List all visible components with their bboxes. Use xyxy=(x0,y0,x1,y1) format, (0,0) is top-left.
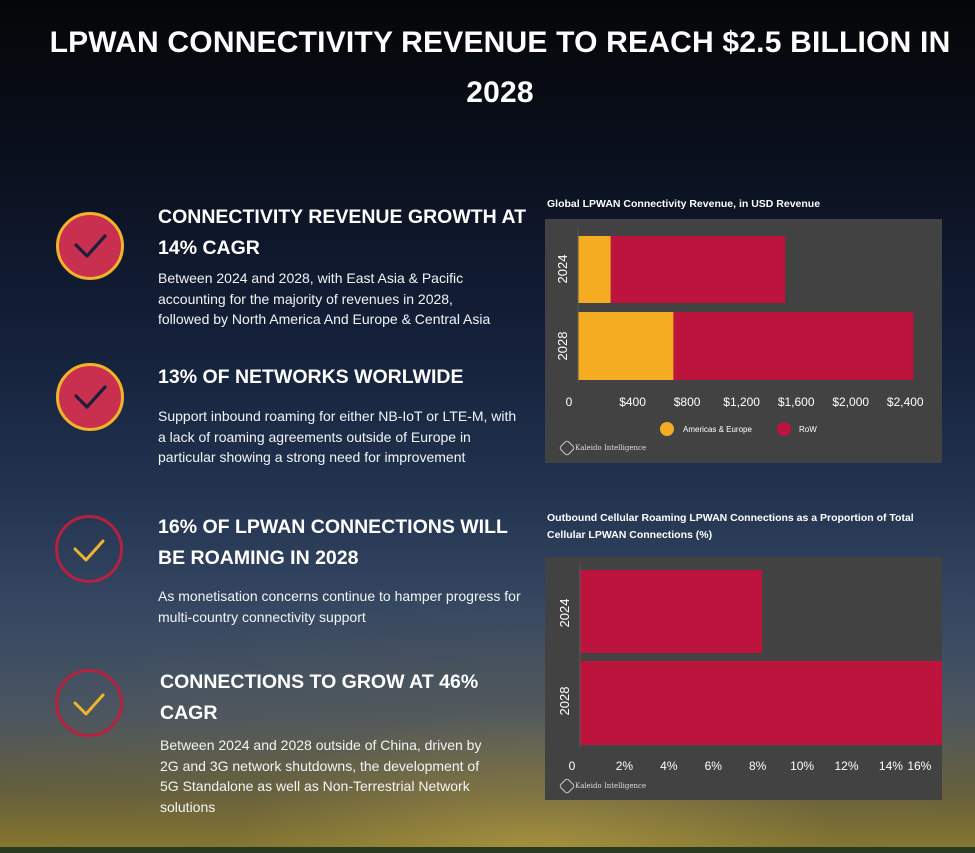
x-tick-label: 4% xyxy=(660,759,678,773)
highlight-heading: 13% OF NETWORKS WORLWIDE xyxy=(158,366,464,388)
x-tick-label: 16% xyxy=(907,759,931,773)
category-label: 2028 xyxy=(555,332,570,361)
x-tick-label: $1,200 xyxy=(723,395,760,409)
highlight-body: As monetisation concerns continue to ham… xyxy=(158,588,521,625)
bar-roaming-2028 xyxy=(580,661,942,745)
legend-swatch xyxy=(660,422,674,436)
bar-row-2024 xyxy=(610,236,786,303)
highlight-body: Between 2024 and 2028, with East Asia & … xyxy=(158,270,491,327)
check-icon xyxy=(55,515,123,583)
x-tick-label: 6% xyxy=(705,759,723,773)
category-label: 2024 xyxy=(555,255,570,284)
legend-swatch xyxy=(777,422,791,436)
chart-source: Kaleido Intelligence xyxy=(575,444,647,452)
bar-americas-europe-2028 xyxy=(578,312,674,380)
bar-row-2028 xyxy=(673,312,914,380)
x-tick-label: 8% xyxy=(749,759,767,773)
check-icon xyxy=(56,363,124,431)
chart-source: Kaleido Intelligence xyxy=(575,782,647,790)
bar-americas-europe-2024 xyxy=(578,236,611,303)
roaming-chart-svg: 2024 2028 0 2% 4% 6% 8% 10% 12% 14% 16% xyxy=(557,565,942,773)
x-tick-label: 0 xyxy=(566,395,573,409)
revenue-chart-title: Global LPWAN Connectivity Revenue, in US… xyxy=(547,198,821,210)
revenue-chart-svg: 2024 2028 0 $400 $800 $1,200 $1,600 $2,000 $2,40… xyxy=(555,227,924,436)
revenue-chart: 2024 2028 0 $400 $800 $1,200 $1,600 $2,000 $2,40… xyxy=(545,219,942,463)
ground-strip xyxy=(0,847,975,853)
highlight-heading: CONNECTIONS TO GROW AT 46% CAGR xyxy=(160,671,479,724)
x-tick-label: 0 xyxy=(569,759,576,773)
x-tick-label: $800 xyxy=(674,395,701,409)
highlight-body: Support inbound roaming for either NB-Io… xyxy=(158,408,517,465)
highlight-roaming-share: 16% OF LPWAN CONNECTIONS WILL BE ROAMING… xyxy=(0,510,540,630)
highlight-body: Between 2024 and 2028 outside of China, … xyxy=(160,737,482,815)
highlight-heading: 16% OF LPWAN CONNECTIONS WILL BE ROAMING… xyxy=(158,516,508,569)
page-title: LPWAN CONNECTIVITY REVENUE TO REACH $2.5… xyxy=(49,26,951,109)
x-tick-label: $2,000 xyxy=(832,395,869,409)
roaming-chart: 2024 2028 0 2% 4% 6% 8% 10% 12% 14% 16% Kaleido In… xyxy=(545,557,942,800)
legend-label: Americas & Europe xyxy=(683,425,752,434)
x-tick-label: $2,400 xyxy=(887,395,924,409)
bar-roaming-2024 xyxy=(580,570,763,653)
check-icon xyxy=(56,212,124,280)
x-tick-label: 12% xyxy=(834,759,858,773)
roaming-chart-title: Outbound Cellular Roaming LPWAN Connecti… xyxy=(547,512,914,541)
highlight-networks: 13% OF NETWORKS WORLWIDE Support inbound… xyxy=(0,356,540,476)
highlight-connections-growth: CONNECTIONS TO GROW AT 46% CAGR Between … xyxy=(0,665,540,825)
x-tick-label: 14% xyxy=(879,759,903,773)
check-icon xyxy=(55,669,123,737)
highlight-heading: CONNECTIVITY REVENUE GROWTH AT 14% CAGR xyxy=(158,206,526,259)
highlight-revenue-growth: CONNECTIVITY REVENUE GROWTH AT 14% CAGR … xyxy=(0,200,540,330)
x-tick-label: 10% xyxy=(790,759,814,773)
x-tick-label: 2% xyxy=(616,759,634,773)
legend-label: RoW xyxy=(799,425,817,434)
category-label: 2024 xyxy=(557,599,572,628)
category-label: 2028 xyxy=(557,687,572,716)
x-tick-label: $1,600 xyxy=(778,395,815,409)
x-tick-label: $400 xyxy=(619,395,646,409)
